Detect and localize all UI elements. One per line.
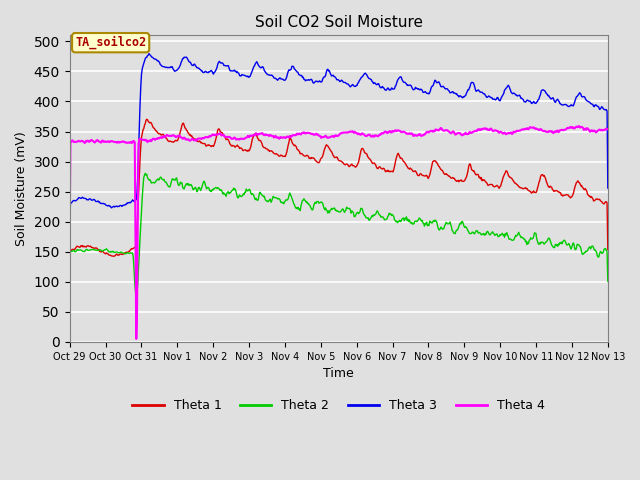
Theta 4 (405, 131, 413, 137)
Theta 1 (215, 126, 223, 132)
Theta 1 (405, 166, 413, 171)
Theta 4 (215, 131, 223, 137)
Line: Theta 1: Theta 1 (70, 120, 608, 281)
Theta 1 (66, 278, 74, 284)
Line: Theta 2: Theta 2 (70, 173, 608, 295)
Theta 2 (131, 280, 139, 286)
Theta 1 (604, 247, 612, 252)
Theta 2 (141, 170, 149, 176)
Theta 3 (405, 83, 413, 88)
Theta 2 (216, 186, 223, 192)
Theta 3 (215, 60, 223, 65)
Theta 2 (132, 292, 140, 298)
Line: Theta 4: Theta 4 (70, 126, 608, 339)
Theta 1 (76, 244, 83, 250)
Theta 3 (66, 247, 74, 252)
Legend: Theta 1, Theta 2, Theta 3, Theta 4: Theta 1, Theta 2, Theta 3, Theta 4 (127, 394, 550, 417)
Theta 2 (604, 278, 612, 284)
Text: TA_soilco2: TA_soilco2 (75, 36, 147, 49)
Theta 2 (421, 220, 429, 226)
Theta 4 (604, 126, 612, 132)
Theta 3 (76, 195, 83, 201)
Theta 4 (575, 123, 582, 129)
Theta 2 (66, 278, 74, 284)
Theta 2 (406, 217, 413, 223)
Y-axis label: Soil Moisture (mV): Soil Moisture (mV) (15, 131, 28, 246)
Theta 4 (66, 239, 74, 244)
Theta 1 (186, 132, 194, 137)
Line: Theta 3: Theta 3 (70, 54, 608, 250)
Theta 3 (186, 59, 194, 65)
Theta 4 (131, 139, 139, 145)
Theta 4 (132, 336, 140, 342)
Theta 1 (420, 173, 428, 179)
Theta 3 (420, 89, 428, 95)
Theta 4 (420, 132, 428, 137)
Theta 3 (604, 185, 612, 191)
Theta 1 (143, 117, 150, 122)
Title: Soil CO2 Soil Moisture: Soil CO2 Soil Moisture (255, 15, 423, 30)
X-axis label: Time: Time (323, 367, 354, 380)
Theta 4 (76, 139, 83, 144)
Theta 4 (186, 138, 194, 144)
Theta 3 (131, 199, 139, 204)
Theta 2 (76, 247, 83, 253)
Theta 2 (187, 181, 195, 187)
Theta 1 (131, 244, 139, 250)
Theta 3 (145, 51, 153, 57)
